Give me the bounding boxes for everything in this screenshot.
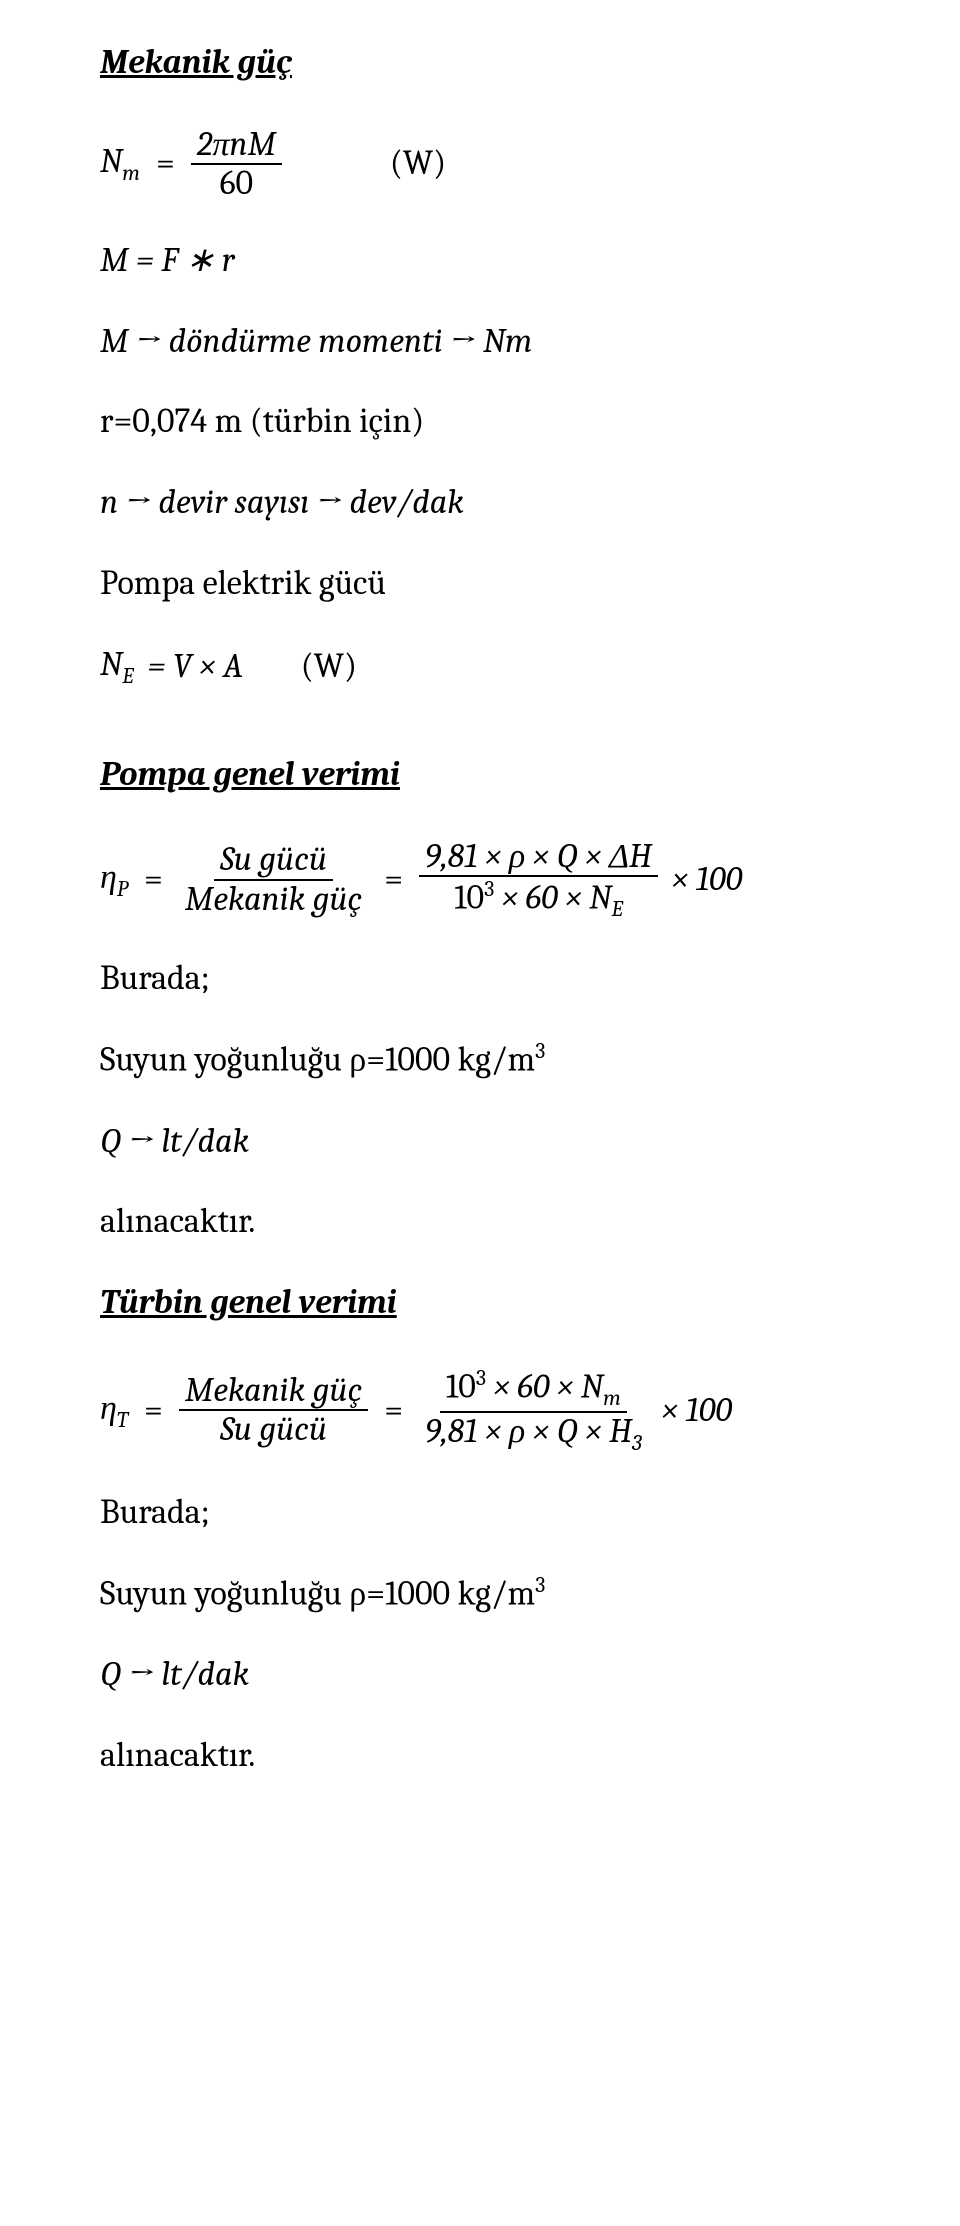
eq-m-moment: M → döndürme momenti → Nm [100,319,890,365]
eq-density-2: Suyun yoğunluğu ρ=1000 kg/m3 [100,1571,890,1617]
label-burada-1: Burada; [100,956,890,1002]
eq-q-1: Q → lt/dak [100,1119,890,1165]
heading-pompa-verimi: Pompa genel verimi [100,752,890,798]
label-alinacaktir-2: alınacaktır. [100,1733,890,1779]
eq-n-devir: n → devir sayısı → dev/dak [100,480,890,526]
eq-density-1: Suyun yoğunluğu ρ=1000 kg/m3 [100,1037,890,1083]
label-alinacaktir-1: alınacaktır. [100,1199,890,1245]
eq-q-2: Q → lt/dak [100,1652,890,1698]
label-pompa-elektrik: Pompa elektrik gücü [100,561,890,607]
eq-nm: Nm = 2πnM 60 (W) [100,126,890,203]
document-page: Mekanik güç Nm = 2πnM 60 (W) M = F ∗ r M… [0,0,960,2226]
eq-eta-p: ηP = Su gücü Mekanik güç = 9,81 × ρ × Q … [100,838,890,922]
eq-r-value: r=0,074 m (türbin için) [100,399,890,445]
label-burada-2: Burada; [100,1490,890,1536]
heading-turbin-verimi: Türbin genel verimi [100,1280,890,1326]
heading-mekanik-guc: Mekanik güç [100,40,890,86]
eq-m-fr: M = F ∗ r [100,238,890,284]
eq-ne: NE = V × A (W) [100,642,890,692]
eq-eta-t: ηT = Mekanik güç Su gücü = 103 × 60 × Nm… [100,1366,890,1455]
